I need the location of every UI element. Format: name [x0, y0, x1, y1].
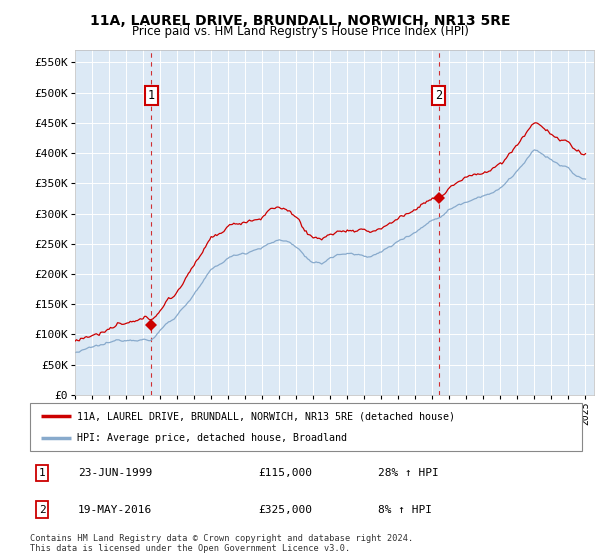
Text: 19-MAY-2016: 19-MAY-2016 [78, 505, 152, 515]
Text: 28% ↑ HPI: 28% ↑ HPI [378, 468, 439, 478]
Text: 11A, LAUREL DRIVE, BRUNDALL, NORWICH, NR13 5RE: 11A, LAUREL DRIVE, BRUNDALL, NORWICH, NR… [90, 14, 510, 28]
Text: Contains HM Land Registry data © Crown copyright and database right 2024.
This d: Contains HM Land Registry data © Crown c… [30, 534, 413, 553]
Text: Price paid vs. HM Land Registry's House Price Index (HPI): Price paid vs. HM Land Registry's House … [131, 25, 469, 38]
Text: £115,000: £115,000 [258, 468, 312, 478]
Text: 2: 2 [38, 505, 46, 515]
Text: 1: 1 [38, 468, 46, 478]
Text: HPI: Average price, detached house, Broadland: HPI: Average price, detached house, Broa… [77, 433, 347, 443]
Text: 2: 2 [435, 88, 442, 102]
Text: 8% ↑ HPI: 8% ↑ HPI [378, 505, 432, 515]
Text: 11A, LAUREL DRIVE, BRUNDALL, NORWICH, NR13 5RE (detached house): 11A, LAUREL DRIVE, BRUNDALL, NORWICH, NR… [77, 411, 455, 421]
Text: £325,000: £325,000 [258, 505, 312, 515]
Text: 1: 1 [148, 88, 155, 102]
Text: 23-JUN-1999: 23-JUN-1999 [78, 468, 152, 478]
FancyBboxPatch shape [30, 403, 582, 451]
